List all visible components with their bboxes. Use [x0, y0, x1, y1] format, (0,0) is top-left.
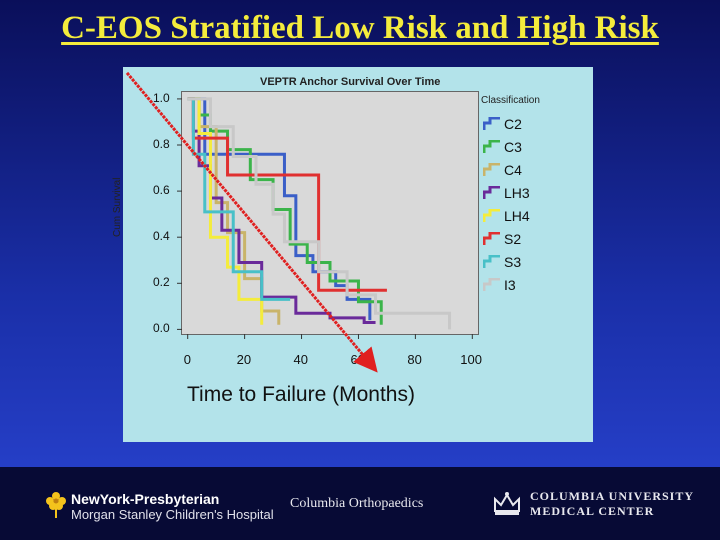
- legend-label: I3: [504, 277, 516, 293]
- y-axis-label: Cum Survival: [112, 177, 123, 237]
- nyp-name: NewYork-Presbyterian: [71, 491, 220, 507]
- x-axis-label: Time to Failure (Months): [187, 383, 415, 406]
- legend-label: C2: [504, 116, 522, 132]
- legend-item-c4: C4: [483, 161, 522, 179]
- legend-label: LH4: [504, 208, 530, 224]
- y-tick-label: 0.8: [153, 137, 170, 151]
- legend-swatch: [483, 140, 500, 153]
- legend-item-c3: C3: [483, 138, 522, 156]
- x-tick-label: 80: [407, 352, 422, 367]
- y-tick-label: 0.2: [153, 275, 170, 290]
- series-line-lh4: [187, 97, 264, 325]
- slide-title: C-EOS Stratified Low Risk and High Risk: [61, 10, 659, 46]
- legend-title: Classification: [481, 95, 540, 106]
- legend-swatch: [483, 278, 500, 291]
- legend-item-lh4: LH4: [483, 207, 530, 225]
- legend-swatch: [483, 163, 500, 176]
- x-tick-label: 20: [236, 352, 252, 367]
- y-tick-label: 0.6: [153, 183, 170, 198]
- chart-svg: [125, 71, 473, 373]
- legend-swatch: [483, 186, 500, 199]
- y-tick-label: 0.0: [153, 321, 170, 336]
- nyp-hospital: Morgan Stanley Children's Hospital: [71, 507, 274, 522]
- legend-swatch: [483, 117, 500, 130]
- x-tick-label: 100: [460, 352, 482, 367]
- legend-item-lh3: LH3: [483, 184, 530, 202]
- legend-item-s3: S3: [483, 253, 521, 271]
- legend-label: LH3: [504, 185, 530, 201]
- legend-swatch: [483, 209, 500, 222]
- legend-item-s2: S2: [483, 230, 521, 248]
- legend-swatch: [483, 255, 500, 268]
- trend-arrow: [125, 71, 378, 373]
- legend-label: S2: [504, 231, 522, 247]
- crown-icon: [494, 492, 520, 515]
- cu-center: MEDICAL CENTER: [530, 504, 655, 518]
- survival-chart: VEPTR Anchor Survival Over Time Cum Surv…: [112, 67, 593, 442]
- y-tick-label: 1.0: [153, 90, 170, 105]
- cu-name: COLUMBIA UNIVERSITY: [530, 489, 695, 503]
- x-tick-label: 0: [183, 352, 191, 367]
- legend-swatch: [483, 232, 500, 245]
- series-line-s3: [187, 97, 291, 301]
- nyp-logo: NewYork-Presbyterian Morgan Stanley Chil…: [45, 491, 274, 523]
- legend-item-i3: I3: [483, 276, 516, 294]
- footer-bar: NewYork-Presbyterian Morgan Stanley Chil…: [0, 467, 720, 540]
- y-tick-label: 0.4: [153, 229, 170, 244]
- x-tick-label: 40: [293, 352, 308, 367]
- cumc-logo: COLUMBIA UNIVERSITY MEDICAL CENTER: [492, 489, 694, 519]
- series-line-i3: [187, 97, 452, 330]
- chart-title: VEPTR Anchor Survival Over Time: [260, 76, 441, 88]
- legend-label: C3: [504, 139, 522, 155]
- legend-label: S3: [504, 254, 522, 270]
- flower-icon: [46, 492, 66, 518]
- columbia-orthopaedics: Columbia Orthopaedics: [290, 496, 424, 511]
- legend-label: C4: [504, 162, 522, 178]
- legend-item-c2: C2: [483, 115, 522, 133]
